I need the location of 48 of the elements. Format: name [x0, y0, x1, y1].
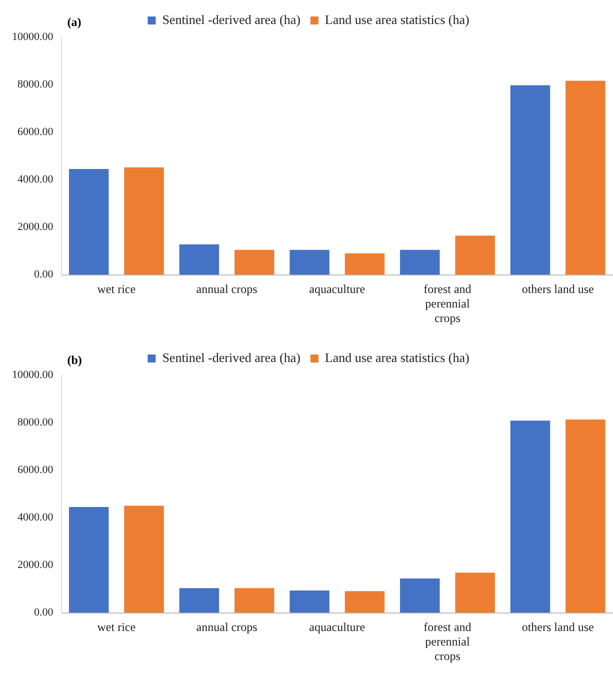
x-tick-label: annual crops — [196, 620, 258, 634]
bar — [68, 506, 109, 613]
y-tick-label: 10000.00 — [12, 368, 54, 381]
bar — [344, 591, 385, 613]
y-tick-label: 8000.00 — [18, 78, 54, 90]
x-tick-label: forest and perennial crops — [424, 620, 472, 663]
x-tick-label: annual crops — [196, 282, 258, 296]
bar — [68, 168, 109, 275]
legend-label: Sentinel -derived area (ha) — [162, 350, 300, 365]
bar — [566, 419, 606, 613]
bar — [124, 167, 164, 275]
y-tick-label: 10000.00 — [12, 30, 54, 43]
x-tick-label: others land use — [522, 620, 594, 634]
legend-label: Land use area statistics (ha) — [324, 12, 470, 27]
bar — [344, 253, 385, 275]
legend-label: Sentinel -derived area (ha) — [162, 12, 300, 27]
bar — [510, 85, 550, 275]
y-tick-label: 4000.00 — [18, 512, 54, 524]
bar — [400, 250, 440, 275]
bar — [455, 572, 495, 613]
x-tick-label: aquaculture — [309, 620, 366, 634]
bar — [566, 80, 606, 275]
bar — [179, 588, 220, 613]
bar — [290, 590, 330, 613]
x-tick-label: aquaculture — [309, 282, 366, 296]
bar — [179, 244, 220, 275]
bar — [124, 506, 164, 613]
y-tick-label: 2000.00 — [18, 221, 54, 234]
y-tick-label: 6000.00 — [18, 126, 54, 138]
x-tick-label: wet rice — [97, 282, 136, 296]
bar — [400, 578, 440, 613]
legend-label: Land use area statistics (ha) — [324, 350, 470, 365]
bar — [510, 420, 550, 613]
text: (b) — [67, 353, 82, 368]
text: (a) — [67, 15, 82, 30]
y-tick-label: 6000.00 — [18, 464, 54, 476]
y-tick-label: 0.00 — [34, 268, 54, 281]
y-tick-label: 0.00 — [34, 606, 54, 619]
bar — [234, 588, 274, 613]
x-tick-label: wet rice — [97, 620, 136, 634]
bar — [290, 250, 330, 275]
x-tick-label: forest and perennial crops — [424, 282, 472, 325]
bar — [234, 250, 274, 275]
y-tick-label: 8000.00 — [18, 416, 54, 428]
bar — [455, 236, 495, 275]
y-tick-label: 2000.00 — [18, 559, 54, 572]
y-tick-label: 4000.00 — [18, 174, 54, 186]
x-tick-label: others land use — [522, 282, 594, 296]
